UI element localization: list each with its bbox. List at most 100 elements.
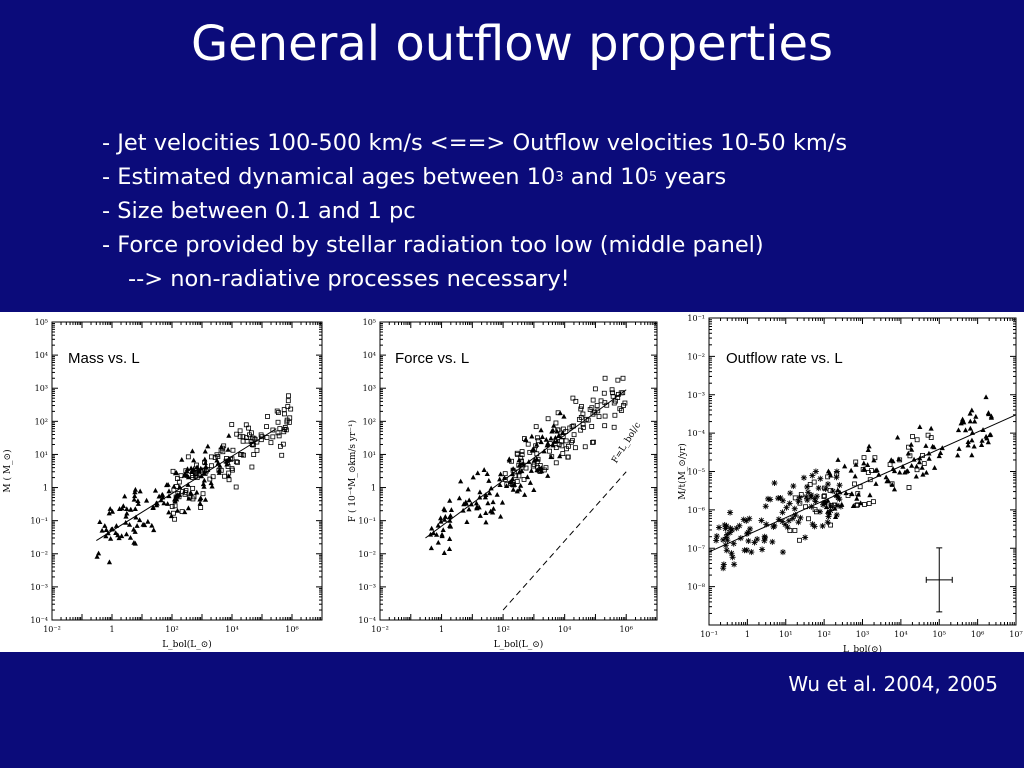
- data-point-asterisk: [731, 561, 738, 568]
- data-point-square: [866, 501, 872, 506]
- asterisk-stroke: [795, 519, 801, 525]
- y-tick-label: 10⁻⁴: [358, 616, 376, 625]
- data-point-square: [571, 432, 577, 438]
- data-point-triangle: [160, 494, 166, 500]
- data-point-asterisk: [743, 517, 750, 524]
- data-point-triangle: [552, 434, 559, 440]
- y-tick-label: 10⁻²: [358, 550, 376, 559]
- data-point-asterisk: [715, 524, 722, 531]
- data-point-square: [590, 397, 596, 403]
- data-point-square: [169, 504, 175, 509]
- data-point-triangle: [872, 468, 879, 473]
- y-tick-label: 10⁻⁴: [687, 429, 705, 438]
- asterisk-stroke: [763, 503, 769, 509]
- data-point-asterisk: [811, 495, 818, 502]
- data-point-asterisk: [758, 517, 765, 524]
- data-point-square: [612, 412, 618, 418]
- data-point-triangle: [983, 394, 989, 400]
- data-point-asterisk: [790, 483, 797, 490]
- data-point-triangle: [865, 447, 871, 452]
- data-point-asterisk: [770, 523, 777, 530]
- asterisk-stroke: [731, 561, 737, 567]
- data-point-square: [618, 390, 624, 396]
- data-point-square: [596, 414, 602, 420]
- data-point-square: [792, 495, 798, 501]
- data-point-square: [867, 477, 873, 483]
- data-point-asterisk: [791, 505, 798, 512]
- data-point-triangle: [973, 413, 979, 419]
- data-point-triangle: [891, 468, 898, 474]
- data-point-triangle: [903, 468, 910, 474]
- data-point-square: [277, 443, 283, 449]
- data-point-asterisk: [722, 542, 729, 549]
- data-point-triangle: [488, 485, 494, 491]
- data-point-square: [610, 393, 616, 399]
- data-point-triangle: [867, 492, 873, 498]
- data-point-triangle: [103, 527, 109, 532]
- data-point-triangle: [172, 498, 178, 504]
- data-point-triangle: [853, 462, 859, 467]
- asterisk-stroke: [779, 518, 785, 524]
- plot-frame: [379, 321, 658, 621]
- data-point-triangle: [518, 482, 524, 488]
- data-point-square: [258, 437, 264, 443]
- data-point-square: [598, 398, 604, 404]
- asterisk-stroke: [727, 510, 733, 516]
- data-point-square: [233, 484, 239, 490]
- data-point-triangle: [124, 510, 130, 516]
- asterisk-stroke: [820, 523, 826, 529]
- y-tick-label: 10⁻³: [687, 391, 705, 400]
- data-point-triangle: [184, 473, 190, 478]
- asterisk-stroke: [723, 534, 729, 540]
- data-point-triangle: [109, 526, 116, 532]
- asterisk-stroke: [801, 475, 807, 481]
- data-point-triangle: [189, 448, 196, 454]
- data-point-square: [176, 479, 182, 485]
- y-tick-label: 10⁻¹: [358, 517, 376, 526]
- data-point-asterisk: [713, 537, 720, 544]
- data-point-triangle: [458, 478, 464, 484]
- y-tick-label: 10²: [363, 417, 376, 426]
- data-point-triangle: [215, 460, 221, 466]
- data-point-square: [243, 435, 249, 441]
- asterisk-stroke: [787, 490, 793, 496]
- data-point-triangle: [485, 500, 491, 506]
- asterisk-stroke: [724, 547, 730, 553]
- data-point-square: [229, 456, 235, 462]
- asterisk-stroke: [769, 539, 775, 545]
- data-point-square: [179, 509, 185, 515]
- radiation-force-line: [502, 471, 627, 611]
- data-point-square: [194, 469, 200, 475]
- data-point-square: [240, 434, 246, 440]
- data-point-square: [828, 522, 834, 528]
- x-tick-label: 10²: [165, 625, 178, 634]
- data-point-triangle: [967, 418, 973, 424]
- y-tick-label: 1: [371, 484, 376, 493]
- data-point-triangle: [473, 500, 480, 506]
- ages-text-a: - Estimated dynamical ages between 10: [102, 164, 556, 190]
- data-point-triangle: [152, 487, 159, 493]
- asterisk-stroke: [745, 538, 751, 544]
- data-point-triangle: [135, 501, 141, 506]
- data-point-square: [798, 492, 804, 497]
- data-point-square: [183, 468, 189, 474]
- x-tick-label: 10³: [856, 630, 869, 639]
- data-point-square: [230, 467, 235, 473]
- asterisk-stroke: [771, 480, 777, 486]
- data-point-triangle: [434, 532, 440, 537]
- data-point-square: [572, 445, 578, 451]
- data-point-triangle: [132, 486, 139, 492]
- data-point-square: [547, 448, 552, 454]
- asterisk-stroke: [730, 554, 736, 560]
- data-point-triangle: [461, 501, 467, 507]
- data-point-triangle: [158, 497, 164, 503]
- data-point-square: [212, 455, 218, 460]
- x-tick-label: 1: [439, 625, 444, 634]
- asterisk-stroke: [721, 561, 727, 567]
- data-point-square: [928, 435, 934, 440]
- data-point-square: [829, 503, 834, 508]
- data-point-asterisk: [812, 468, 819, 475]
- data-point-triangle: [226, 473, 232, 479]
- data-point-triangle: [127, 534, 134, 540]
- data-point-triangle: [969, 452, 975, 458]
